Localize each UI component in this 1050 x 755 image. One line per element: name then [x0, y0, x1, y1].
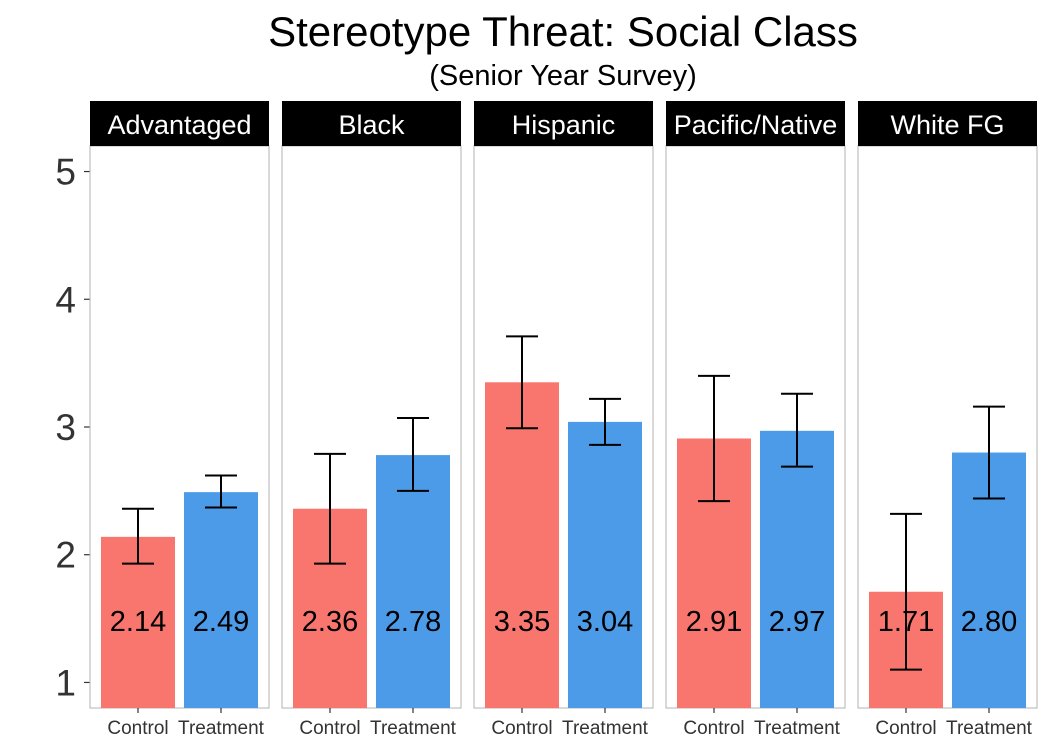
- chart-title: Stereotype Threat: Social Class: [268, 8, 858, 55]
- y-tick-label: 3: [55, 407, 76, 448]
- facet-panel: Pacific/Native 2.91 Control 2.97 Treatment: [665, 101, 846, 739]
- x-tick-label: Treatment: [754, 718, 841, 739]
- bar-value-label: 1.71: [878, 606, 934, 638]
- bar-value-label: 2.14: [110, 606, 166, 638]
- x-tick-label: Treatment: [178, 718, 265, 739]
- facet-strip-label: Pacific/Native: [674, 110, 838, 140]
- x-tick-label: Control: [683, 718, 744, 739]
- facet-strip-label: Advantaged: [107, 110, 251, 140]
- facet-strip: [858, 101, 1037, 146]
- bar: [568, 421, 642, 708]
- bar: [184, 492, 258, 708]
- x-tick-label: Control: [491, 718, 552, 739]
- bar-value-label: 2.91: [686, 606, 742, 638]
- x-tick-label: Treatment: [562, 718, 649, 739]
- facet-panel: White FG 1.71 Control 2.80 Treatment: [857, 101, 1038, 739]
- bar: [760, 430, 834, 708]
- x-tick-label: Control: [875, 718, 936, 739]
- bar-value-label: 2.36: [302, 606, 358, 638]
- y-tick-label: 2: [55, 535, 76, 576]
- facet-strip: [282, 101, 461, 146]
- y-tick-label: 1: [55, 662, 76, 703]
- y-tick-label: 5: [55, 152, 76, 193]
- bar: [376, 455, 450, 708]
- x-tick-label: Control: [107, 718, 168, 739]
- facet-panel: Black 2.36 Control 2.78 Treatment: [281, 101, 462, 739]
- facet-strip: [474, 101, 653, 146]
- x-tick-label: Control: [299, 718, 360, 739]
- bar-value-label: 2.49: [193, 606, 249, 638]
- y-tick-label: 4: [55, 279, 76, 320]
- facet-panels: Advantaged 2.14 Control 2.49 Treatment Black 2…: [89, 101, 1038, 739]
- bar-value-label: 2.97: [769, 606, 825, 638]
- x-tick-label: Treatment: [946, 718, 1033, 739]
- bar-value-label: 3.04: [577, 606, 633, 638]
- x-tick-label: Treatment: [370, 718, 457, 739]
- bar-value-label: 2.78: [385, 606, 441, 638]
- facet-strip: [90, 101, 269, 146]
- facet-strip-label: White FG: [890, 110, 1004, 140]
- bar-value-label: 3.35: [494, 606, 550, 638]
- facet-strip-label: Hispanic: [512, 110, 616, 140]
- facet-strip-label: Black: [338, 110, 405, 140]
- bar: [485, 382, 559, 708]
- chart-subtitle: (Senior Year Survey): [429, 60, 697, 92]
- bar: [101, 536, 175, 708]
- facet-panel: Advantaged 2.14 Control 2.49 Treatment: [89, 101, 270, 739]
- facet-strip: [666, 101, 845, 146]
- bar-value-label: 2.80: [961, 606, 1017, 638]
- y-axis: 1 2 3 4 5: [55, 152, 90, 703]
- facet-panel: Hispanic 3.35 Control 3.04 Treatment: [473, 101, 654, 739]
